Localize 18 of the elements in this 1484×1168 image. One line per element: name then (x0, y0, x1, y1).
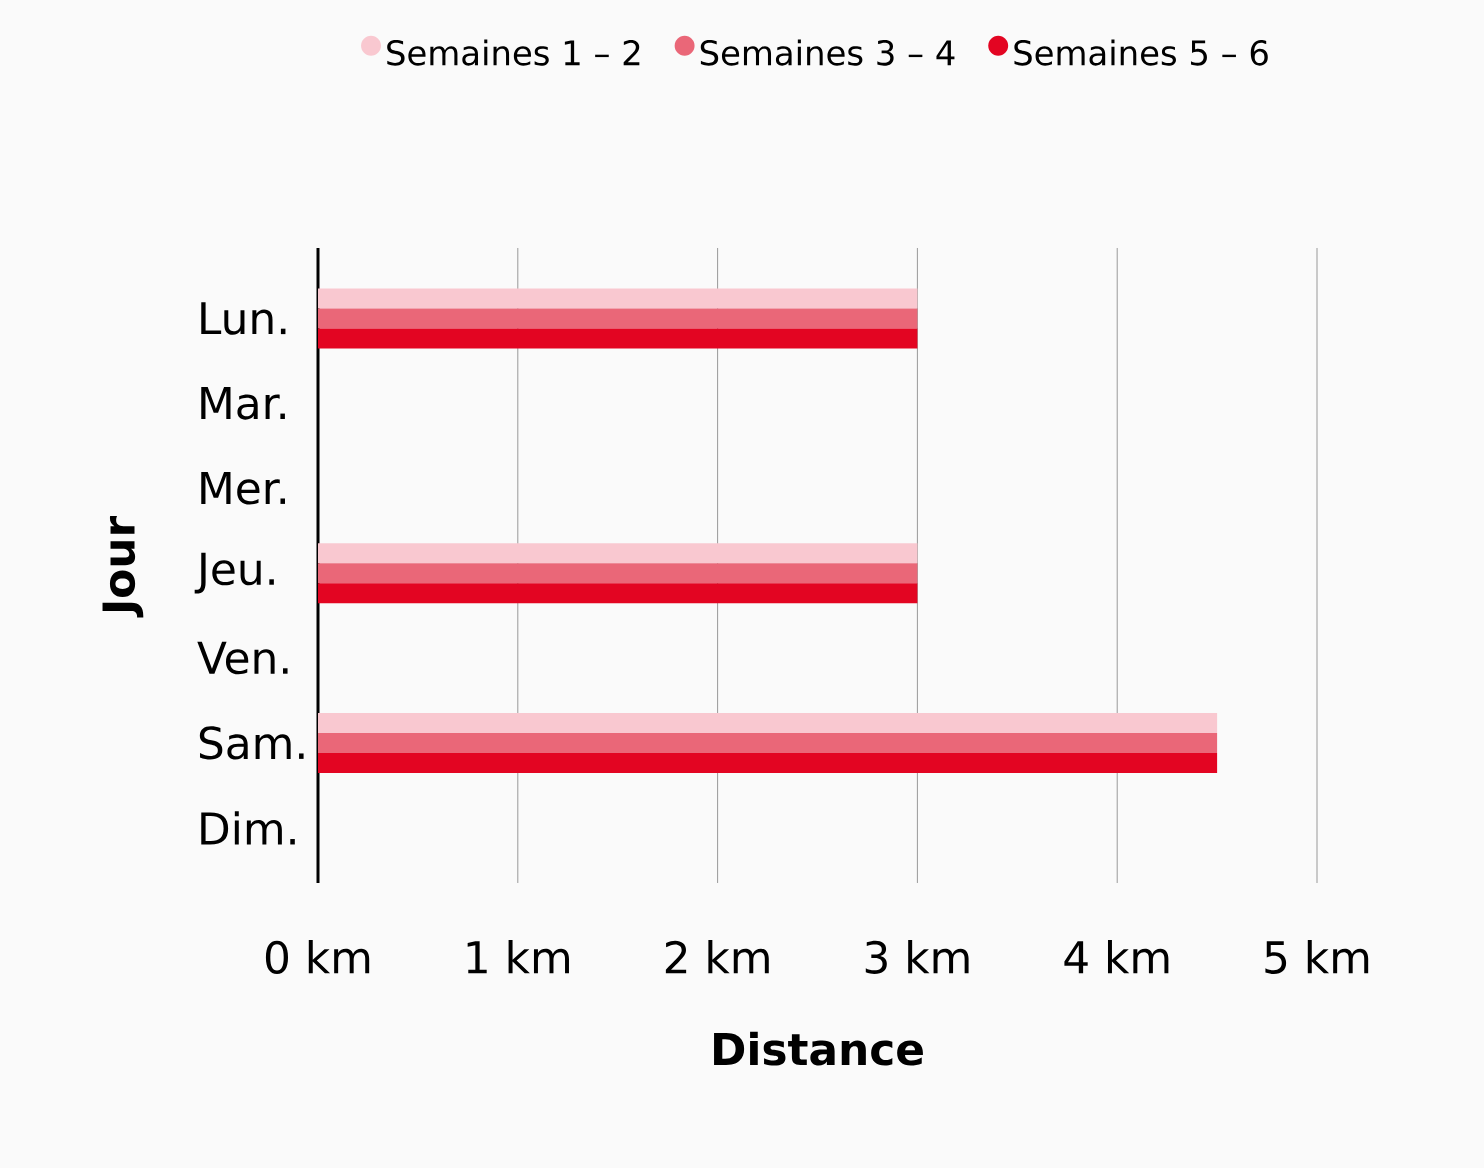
y-tick-label: Jeu. (194, 552, 274, 594)
x-tick-label: 0 km (265, 940, 370, 974)
legend-label: Semaines 1 – 2 (387, 39, 640, 66)
y-tick-label: Lun. (201, 302, 286, 335)
x-tick-label: 4 km (1064, 940, 1169, 974)
x-axis-title: Distance (714, 1031, 923, 1066)
y-axis-title: Jour (102, 515, 144, 618)
y-tick-label: Dim. (201, 811, 295, 845)
x-tick-label: 3 km (865, 940, 969, 974)
y-tick-label: Ven. (197, 641, 288, 675)
y-tick-label: Sam. (199, 726, 304, 760)
legend-label: Semaines 5 – 6 (1014, 39, 1268, 66)
x-tick-label: 5 km (1265, 940, 1369, 974)
y-tick-label: Mar. (201, 387, 285, 420)
x-tick-label: 1 km (467, 940, 569, 974)
x-tick-label: 2 km (665, 940, 769, 974)
y-tick-label: Mer. (201, 471, 285, 505)
legend-label: Semaines 3 – 4 (700, 39, 955, 66)
